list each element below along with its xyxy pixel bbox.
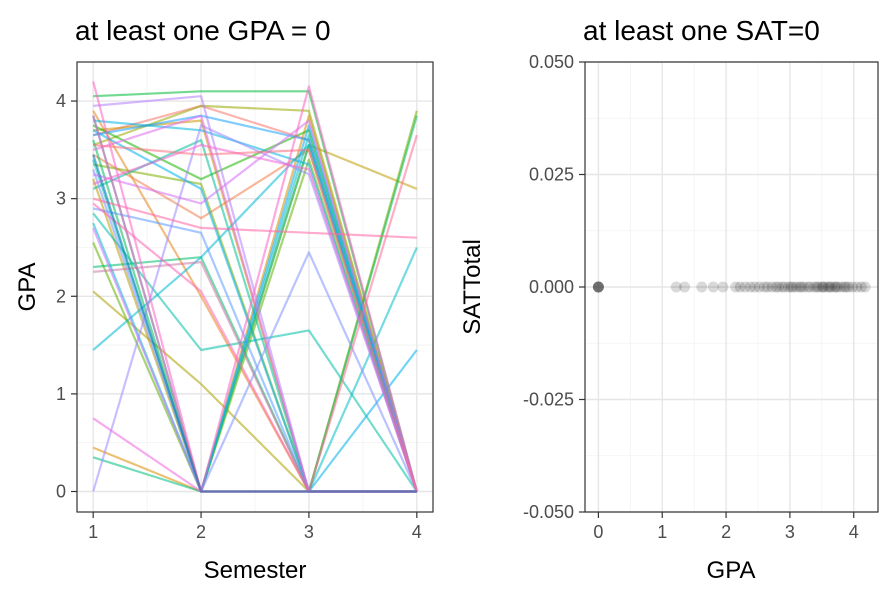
right-y-tick-label: 0.025 [529, 165, 574, 185]
scatter-point [816, 281, 828, 293]
left-x-tick-label: 2 [196, 522, 206, 542]
scatter-point [749, 281, 761, 293]
scatter-point [787, 281, 799, 293]
left-panel-border [76, 61, 434, 513]
scatter-point [592, 281, 604, 293]
scatter-point [734, 281, 746, 293]
scatter-point [847, 281, 858, 293]
right-x-tick-label: 3 [785, 522, 795, 542]
left-y-tick-label: 0 [56, 482, 66, 502]
scatter-point [840, 281, 852, 293]
series-line [93, 143, 418, 492]
scatter-point [829, 281, 841, 293]
scatter-point [730, 281, 742, 293]
scatter-point [592, 281, 604, 293]
scatter-point [753, 281, 765, 293]
scatter-point [772, 281, 784, 293]
right-chart-title: at least one SAT=0 [583, 15, 820, 46]
scatter-point [795, 281, 807, 293]
right-axes: 0 1 2 3 4 -0.050 -0.025 0.000 0.025 0.050 [523, 52, 859, 542]
left-x-axis-title: Semester [204, 557, 307, 584]
scatter-point [592, 281, 604, 293]
scatter-point [696, 281, 708, 293]
scatter-point [717, 281, 729, 293]
scatter-point [859, 281, 871, 293]
series-line [92, 129, 418, 493]
scatter-point [779, 281, 791, 293]
scatter-point [783, 281, 795, 293]
right-x-axis-title: GPA [707, 557, 756, 584]
left-y-tick-label: 4 [56, 91, 66, 111]
left-y-tick-label: 3 [56, 189, 66, 209]
scatter-point [843, 281, 855, 293]
scatter-point [776, 281, 788, 293]
scatter-point [770, 281, 782, 293]
scatter-point [825, 281, 837, 293]
series-line [92, 81, 418, 493]
scatter-point [762, 281, 774, 293]
series-line [92, 119, 418, 492]
left-x-tick-label: 3 [304, 522, 314, 542]
scatter-point [817, 281, 829, 293]
scatter-point [802, 281, 814, 293]
scatter-point [670, 281, 682, 293]
left-y-tick-label: 1 [56, 384, 66, 404]
left-series-lines [92, 81, 418, 493]
right-scatter-points [592, 281, 871, 293]
series-line [92, 143, 418, 492]
scatter-point [744, 281, 756, 293]
scatter-point [832, 281, 844, 293]
series-line [92, 197, 417, 239]
scatter-point [758, 281, 770, 293]
scatter-point [739, 281, 751, 293]
right-y-axis-title: SATTotal [459, 239, 486, 335]
left-y-axis-title: GPA [14, 263, 41, 312]
left-x-tick-label: 4 [412, 522, 422, 542]
scatter-point [804, 281, 816, 293]
right-x-tick-label: 0 [593, 522, 603, 542]
right-y-tick-label: -0.025 [523, 390, 574, 410]
right-x-tick-label: 1 [657, 522, 667, 542]
scatter-point [855, 281, 867, 293]
right-panel: at least one SAT=0 0 1 2 3 4 -0.050 -0.025 0.00… [459, 15, 879, 584]
right-y-tick-label: 0.000 [529, 277, 574, 297]
scatter-point [851, 281, 863, 293]
scatter-point [824, 281, 835, 293]
scatter-point [794, 281, 805, 293]
scatter-point [835, 281, 847, 293]
scatter-point [592, 281, 604, 293]
scatter-point [790, 281, 802, 293]
left-axes: 1 2 3 4 0 1 2 3 4 [56, 91, 422, 542]
scatter-point [592, 281, 604, 293]
right-y-tick-label: -0.050 [523, 502, 574, 522]
right-x-tick-label: 4 [849, 522, 859, 542]
series-line [92, 169, 418, 493]
scatter-point [822, 281, 834, 293]
scatter-point [679, 281, 691, 293]
series-line [92, 154, 417, 493]
scatter-point [766, 281, 778, 293]
left-chart-title: at least one GPA = 0 [75, 15, 331, 46]
scatter-point [819, 281, 831, 293]
scatter-point [707, 281, 719, 293]
scatter-point [798, 281, 810, 293]
left-x-tick-label: 1 [88, 522, 98, 542]
left-y-tick-label: 2 [56, 286, 66, 306]
scatter-point [808, 281, 820, 293]
scatter-point [830, 281, 842, 293]
scatter-point [785, 281, 797, 293]
scatter-point [813, 281, 825, 293]
scatter-point [838, 281, 850, 293]
right-y-tick-label: 0.050 [529, 52, 574, 72]
scatter-point [811, 281, 823, 293]
right-x-tick-label: 2 [721, 522, 731, 542]
